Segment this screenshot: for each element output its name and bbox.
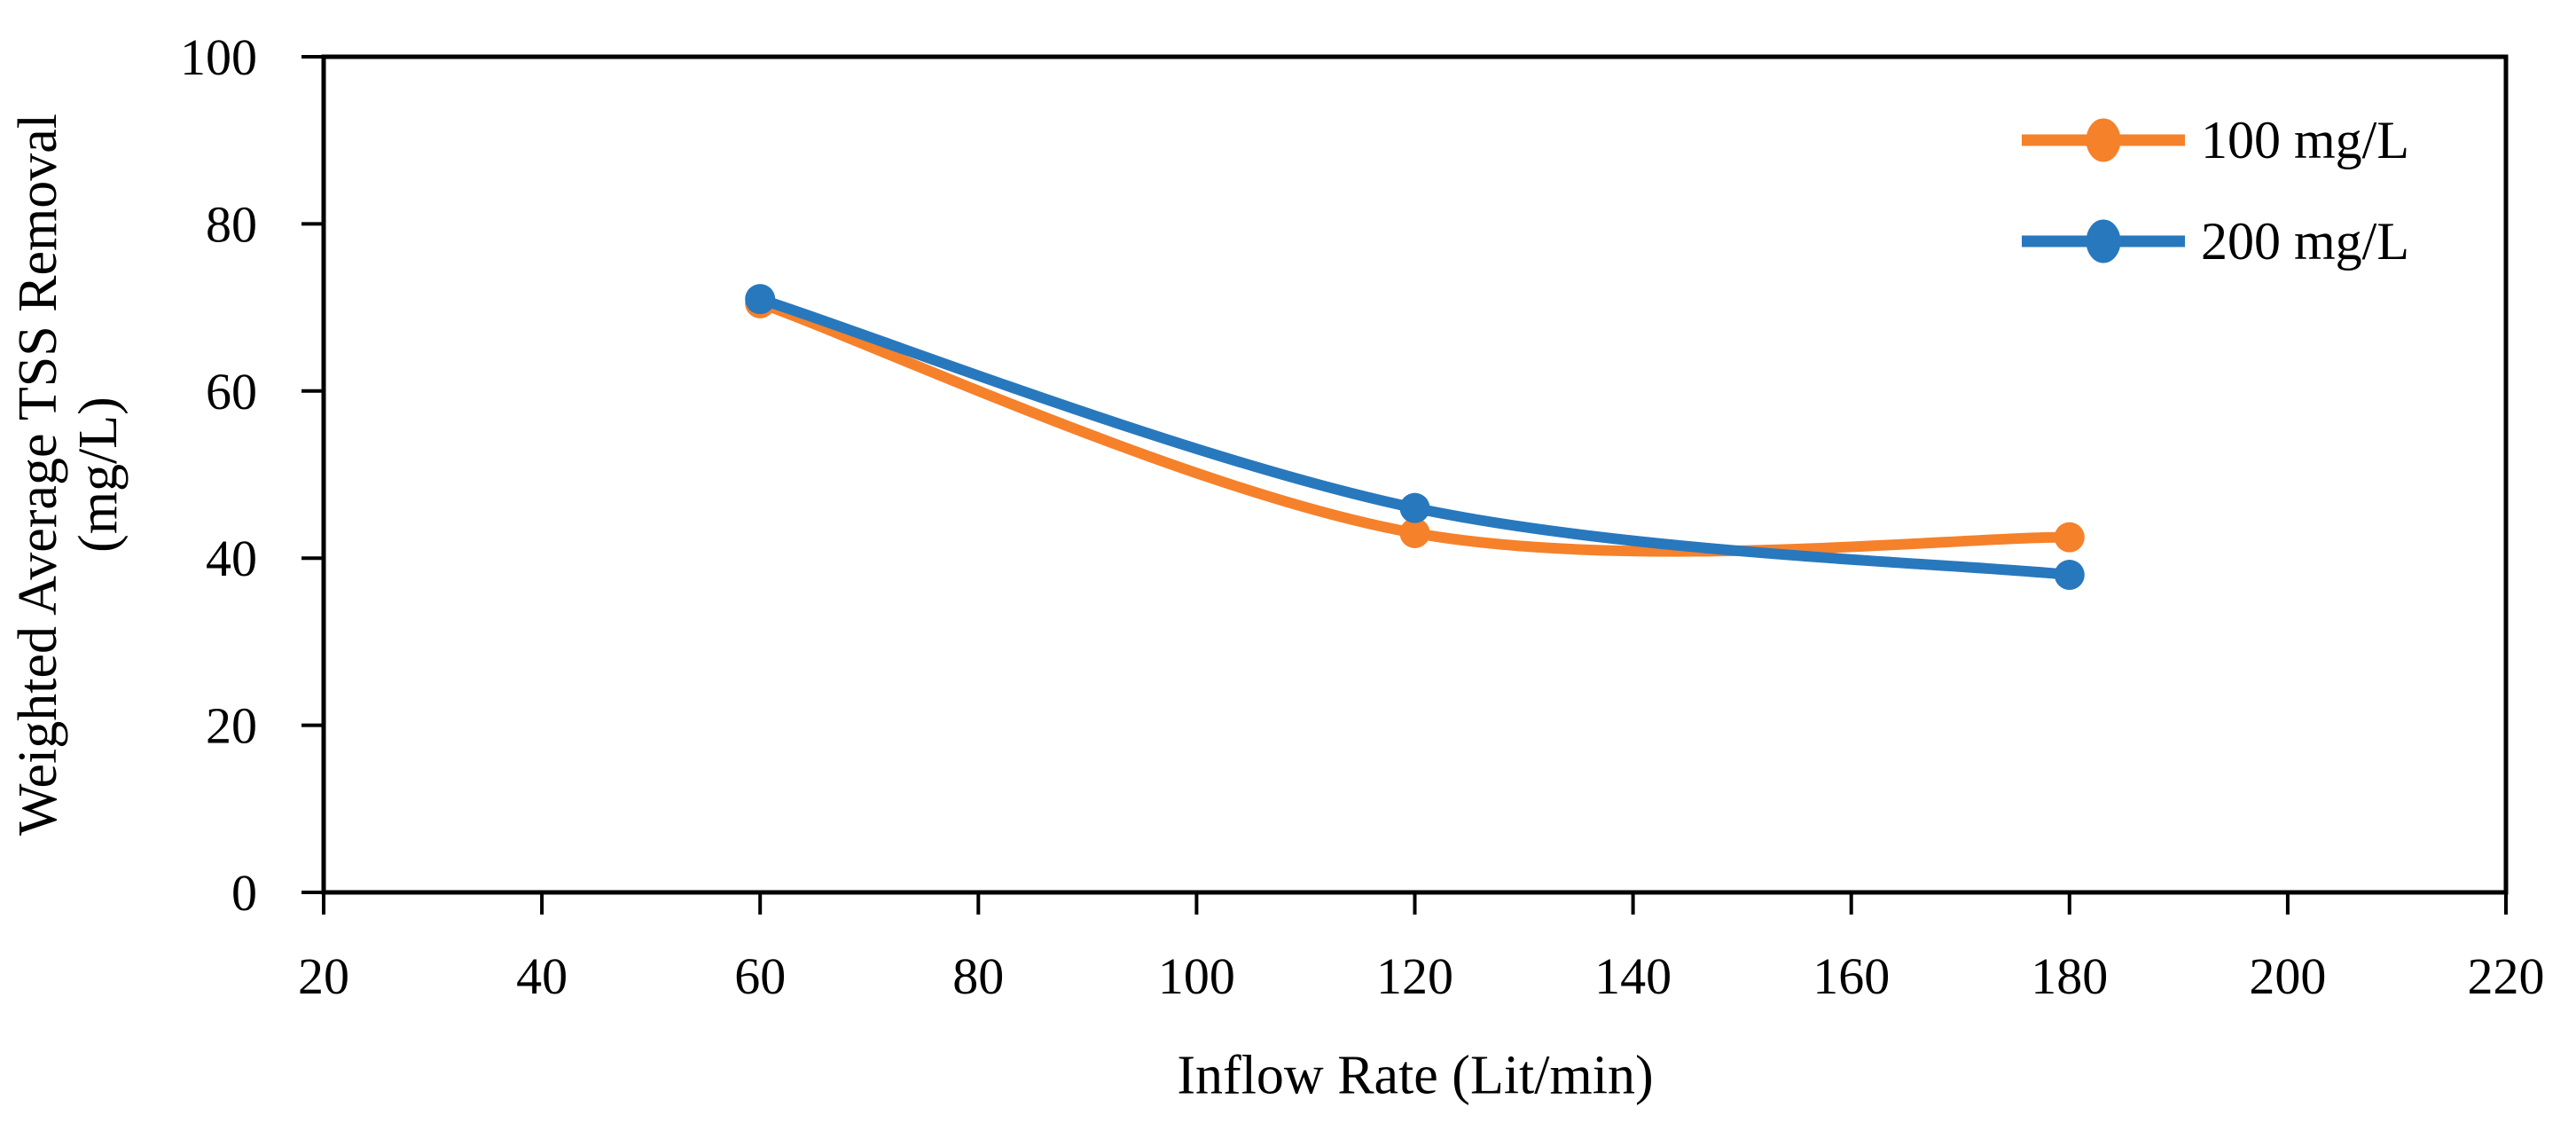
x-tick-label: 180: [2031, 947, 2108, 1005]
legend-item-200mgL: 200 mg/L: [2019, 212, 2409, 271]
legend-label-100mgL: 100 mg/L: [2201, 111, 2409, 169]
legend-swatch-200mgL: [2022, 219, 2185, 263]
axis-ticks: [301, 55, 2508, 915]
x-tick-label: 60: [734, 947, 786, 1005]
data-point-marker-100-mg/L: [2054, 522, 2085, 553]
x-tick-label: 80: [952, 947, 1004, 1005]
x-axis-title: Inflow Rate (Lit/min): [1177, 1045, 1654, 1106]
y-tick-label: 0: [231, 864, 257, 922]
y-axis-title-line2: (mg/L): [68, 397, 129, 553]
y-tick-label: 60: [206, 363, 257, 420]
data-point-marker-200-mg/L: [2054, 560, 2085, 591]
data-point-marker-200-mg/L: [1399, 492, 1430, 523]
y-axis-title: Weighted Average TSS Removal (mg/L): [8, 114, 129, 836]
x-tick-label: 160: [1813, 947, 1890, 1005]
x-tick-label: 120: [1376, 947, 1453, 1005]
x-tick-label: 40: [516, 947, 568, 1005]
legend: 100 mg/L 200 mg/L: [2019, 111, 2409, 319]
x-tick-label: 200: [2249, 947, 2326, 1005]
y-tick-label: 100: [180, 28, 257, 86]
legend-marker-icon: [2086, 118, 2121, 162]
data-point-marker-100-mg/L: [1399, 517, 1430, 548]
legend-marker-icon: [2086, 219, 2121, 263]
y-tick-label: 40: [206, 530, 257, 587]
x-tick-label: 220: [2468, 947, 2545, 1005]
legend-swatch-100mgL: [2022, 118, 2185, 162]
x-tick-label: 20: [298, 947, 349, 1005]
legend-item-100mgL: 100 mg/L: [2019, 111, 2409, 169]
data-point-marker-200-mg/L: [745, 284, 776, 315]
x-tick-label: 100: [1158, 947, 1235, 1005]
data-series: [745, 284, 2085, 591]
axis-tick-labels: 20 40 60 80 100 120 140 160 180 200 220 0 20 40 60 80 10…: [180, 28, 2545, 1005]
y-tick-label: 20: [206, 697, 257, 755]
y-tick-label: 80: [206, 195, 257, 253]
x-tick-label: 140: [1594, 947, 1672, 1005]
legend-label-200mgL: 200 mg/L: [2201, 212, 2409, 271]
y-axis-title-line1: Weighted Average TSS Removal: [8, 113, 68, 836]
